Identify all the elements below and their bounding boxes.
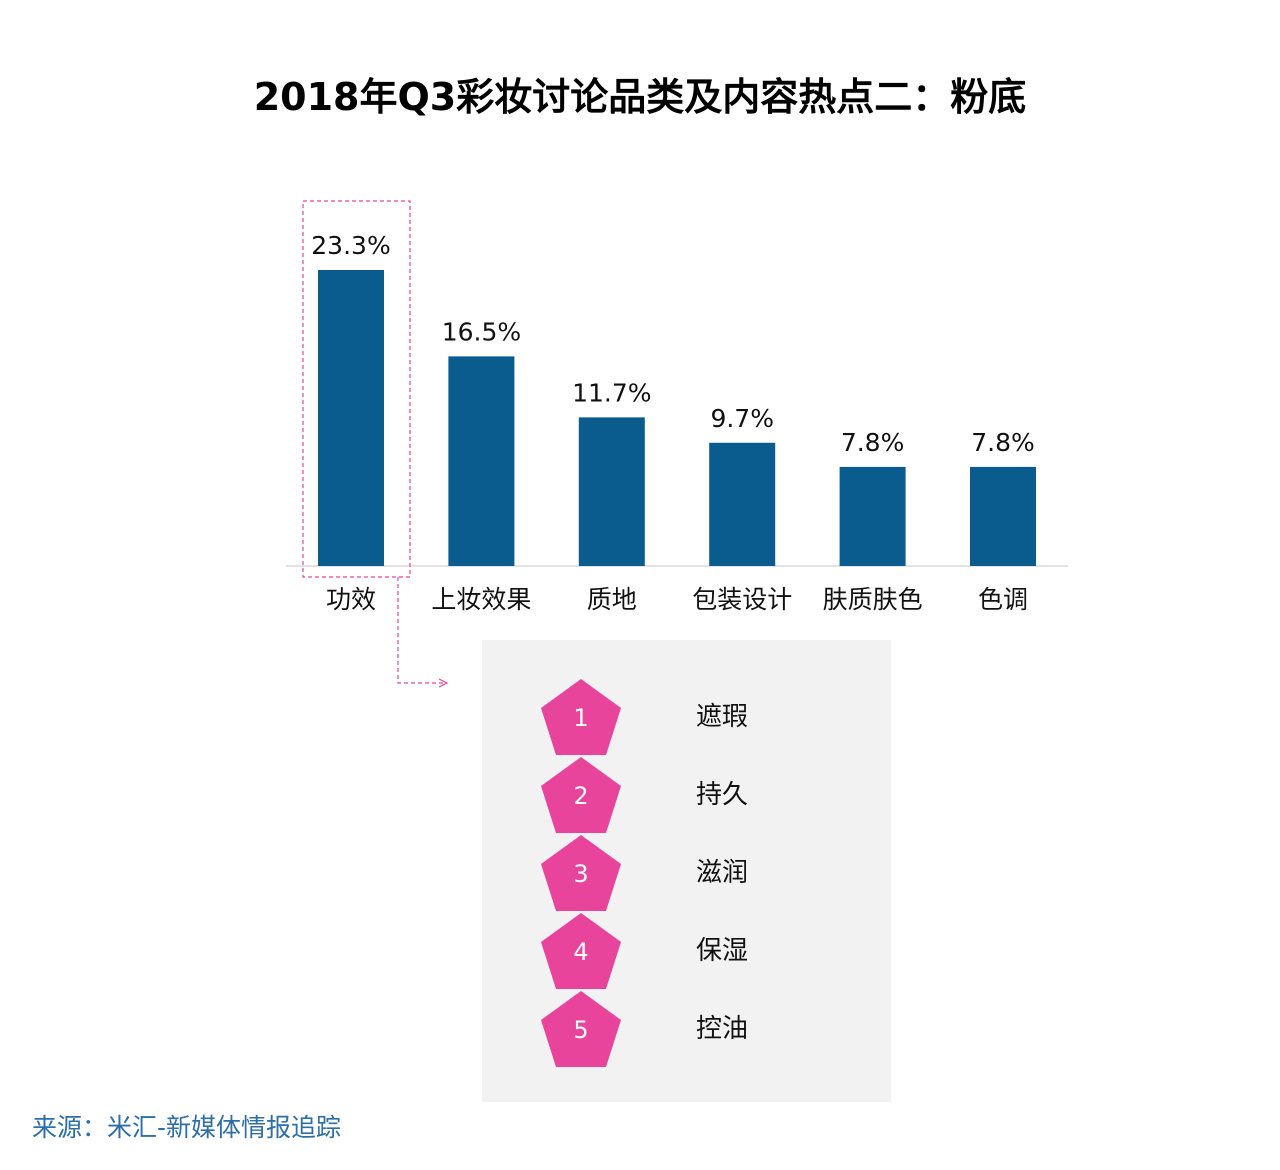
highlight-connector — [397, 577, 446, 684]
pentagon-badge-icon — [541, 913, 621, 989]
rank-number: 4 — [573, 938, 589, 966]
rank-label: 保湿 — [696, 936, 749, 966]
rank-label: 滋润 — [696, 858, 749, 888]
ranking-item-5: 5 控油 — [482, 990, 891, 1070]
pentagon-badge-icon — [541, 679, 621, 755]
feature-ranking-panel: 1 遮瑕 2 持久 3 滋润 4 保湿 5 控油 — [482, 640, 891, 1102]
rank-number: 5 — [573, 1016, 589, 1044]
page-title: 2018年Q3彩妆讨论品类及内容热点二：粉底 — [253, 75, 1027, 119]
category-label-6: 色调 — [978, 585, 1028, 614]
category-label-5: 肤质肤色 — [823, 585, 923, 614]
arrow-head-icon — [438, 678, 449, 688]
bar-4 — [709, 442, 776, 566]
bar-chart: 23.3% 功效 16.5% 上妆效果 11.7% 质地 9.7% 包装设计 7.8% 肤质肤色 7… — [286, 200, 1068, 688]
bars-group: 23.3% 功效 16.5% 上妆效果 11.7% 质地 9.7% 包装设计 7.8% 肤质肤色 7… — [311, 231, 1036, 614]
ranking-item-1: 1 遮瑕 — [482, 678, 891, 758]
bar-3 — [578, 417, 645, 566]
category-label-2: 上妆效果 — [431, 585, 531, 614]
bar-1 — [318, 270, 384, 566]
pentagon-badge-icon — [541, 991, 621, 1067]
bar-6 — [970, 466, 1036, 566]
rank-number: 3 — [573, 860, 589, 888]
value-label-6: 7.8% — [971, 428, 1035, 457]
pentagon-badge-icon — [541, 757, 621, 833]
category-label-3: 质地 — [587, 585, 637, 614]
rank-label: 控油 — [696, 1014, 749, 1044]
pentagon-badge-icon — [541, 835, 621, 911]
rank-number: 2 — [573, 782, 589, 810]
bar-2 — [448, 356, 515, 566]
source-note: 来源：米汇-新媒体情报追踪 — [32, 1113, 342, 1142]
value-label-5: 7.8% — [841, 428, 905, 457]
category-label-4: 包装设计 — [692, 585, 792, 614]
ranking-item-3: 3 滋润 — [482, 834, 891, 914]
value-label-2: 16.5% — [442, 317, 521, 346]
value-label-3: 11.7% — [572, 378, 651, 407]
value-label-1: 23.3% — [311, 231, 390, 260]
category-label-1: 功效 — [326, 585, 376, 614]
rank-label: 遮瑕 — [696, 702, 749, 732]
rank-number: 1 — [573, 704, 589, 732]
value-label-4: 9.7% — [710, 404, 774, 433]
ranking-item-2: 2 持久 — [482, 756, 891, 836]
rank-label: 持久 — [696, 780, 749, 810]
bar-5 — [839, 466, 906, 566]
ranking-item-4: 4 保湿 — [482, 912, 891, 992]
highlight-box — [302, 200, 411, 578]
